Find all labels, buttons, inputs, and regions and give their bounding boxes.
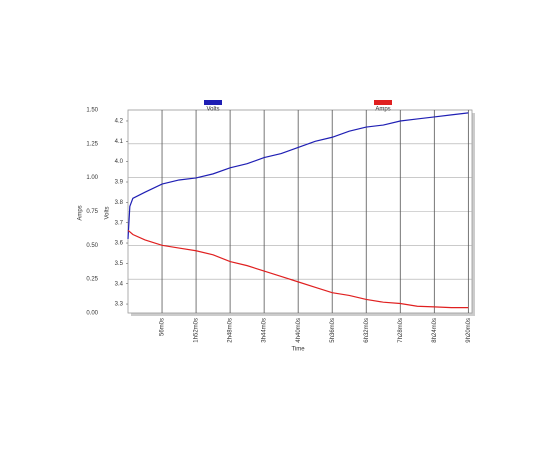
y2-tick-label: 3.7 (115, 220, 124, 226)
x-tick-label: 3h44m0s (262, 318, 268, 343)
legend-label: Volts (206, 107, 219, 113)
y2-tick-label: 3.3 (115, 302, 124, 308)
y-tick-label: 1.25 (86, 141, 98, 147)
y-tick-label: 0.25 (86, 277, 98, 283)
y2-tick-label: 3.6 (115, 241, 124, 247)
y-tick-label: 0.00 (86, 311, 98, 317)
x-tick-label: 8h24m0s (432, 318, 438, 343)
y2-tick-label: 4.2 (115, 119, 124, 125)
y-tick-label: 1.50 (86, 108, 98, 114)
y-tick-label: 0.50 (86, 243, 98, 249)
y-tick-label: 1.00 (86, 175, 98, 181)
y2-tick-label: 3.8 (115, 200, 124, 206)
x-tick-label: 1h52m0s (194, 318, 200, 343)
y-tick-label: 0.75 (86, 209, 98, 215)
x-tick-label: 6h32m0s (364, 318, 370, 343)
x-tick-label: 2h48m0s (228, 318, 234, 343)
series-line (127, 229, 469, 309)
y2-tick-label: 4.1 (115, 139, 124, 145)
legend-swatch (374, 100, 392, 105)
x-tick-label: 56m0s (160, 318, 166, 336)
x-tick-label: 7h28m0s (398, 318, 404, 343)
y2-tick-label: 3.4 (115, 281, 124, 287)
y2-tick-label: 4.0 (115, 159, 124, 165)
y2-tick-label: 3.9 (115, 180, 124, 186)
legend-label: Amps (375, 107, 390, 113)
x-axis-title: Time (291, 347, 305, 353)
series-line (127, 112, 469, 239)
legend-swatch (204, 100, 222, 105)
x-tick-label: 4h40m0s (296, 318, 302, 343)
x-tick-label: 9h20m0s (466, 318, 472, 343)
y2-axis-title: Volts (105, 206, 111, 219)
y2-tick-label: 3.5 (115, 261, 124, 267)
x-tick-label: 5h36m0s (330, 318, 336, 343)
y-axis-title: Amps (78, 205, 84, 220)
